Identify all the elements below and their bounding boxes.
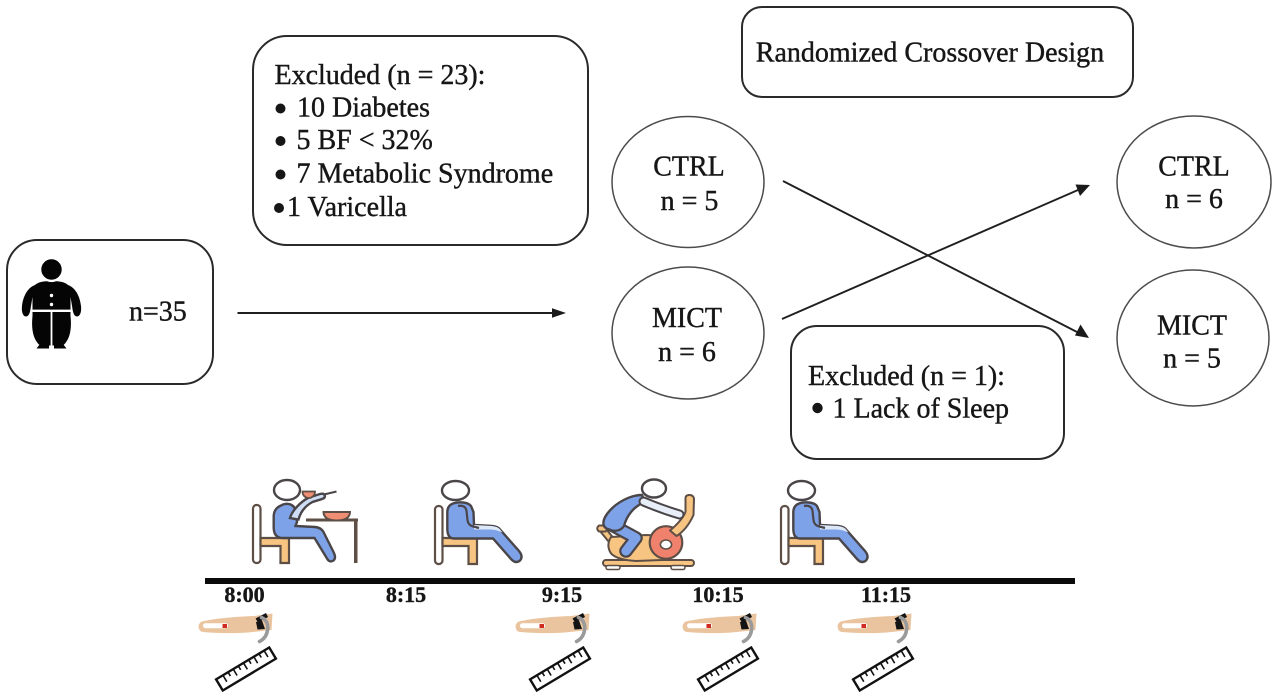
svg-text:8:15: 8:15 (386, 582, 426, 607)
svg-text:Excluded (n = 23):: Excluded (n = 23): (275, 60, 486, 91)
svg-text:10 Diabetes: 10 Diabetes (297, 93, 430, 124)
svg-text:5 BF < 32%: 5 BF < 32% (297, 125, 433, 156)
svg-text:CTRL: CTRL (1158, 151, 1230, 182)
svg-text:n = 6: n = 6 (658, 337, 716, 368)
svg-text:7 Metabolic Syndrome: 7 Metabolic Syndrome (297, 159, 554, 190)
svg-text:CTRL: CTRL (653, 152, 725, 183)
svg-text:1 Varicella: 1 Varicella (287, 192, 408, 223)
svg-text:MICT: MICT (1157, 310, 1227, 341)
svg-text:n=35: n=35 (129, 297, 187, 328)
svg-text:n = 5: n = 5 (661, 186, 719, 217)
svg-text:n = 6: n = 6 (1165, 184, 1223, 215)
svg-text:10:15: 10:15 (692, 582, 743, 607)
svg-text:8:00: 8:00 (224, 582, 264, 607)
svg-text:9:15: 9:15 (542, 582, 582, 607)
svg-text:Excluded (n = 1):: Excluded (n = 1): (808, 361, 1005, 392)
svg-text:1 Lack of Sleep: 1 Lack of Sleep (833, 394, 1010, 425)
svg-text:11:15: 11:15 (861, 582, 911, 607)
svg-text:MICT: MICT (652, 303, 722, 334)
svg-text:n = 5: n = 5 (1163, 344, 1221, 375)
svg-text:Randomized Crossover Design: Randomized Crossover Design (756, 38, 1104, 69)
